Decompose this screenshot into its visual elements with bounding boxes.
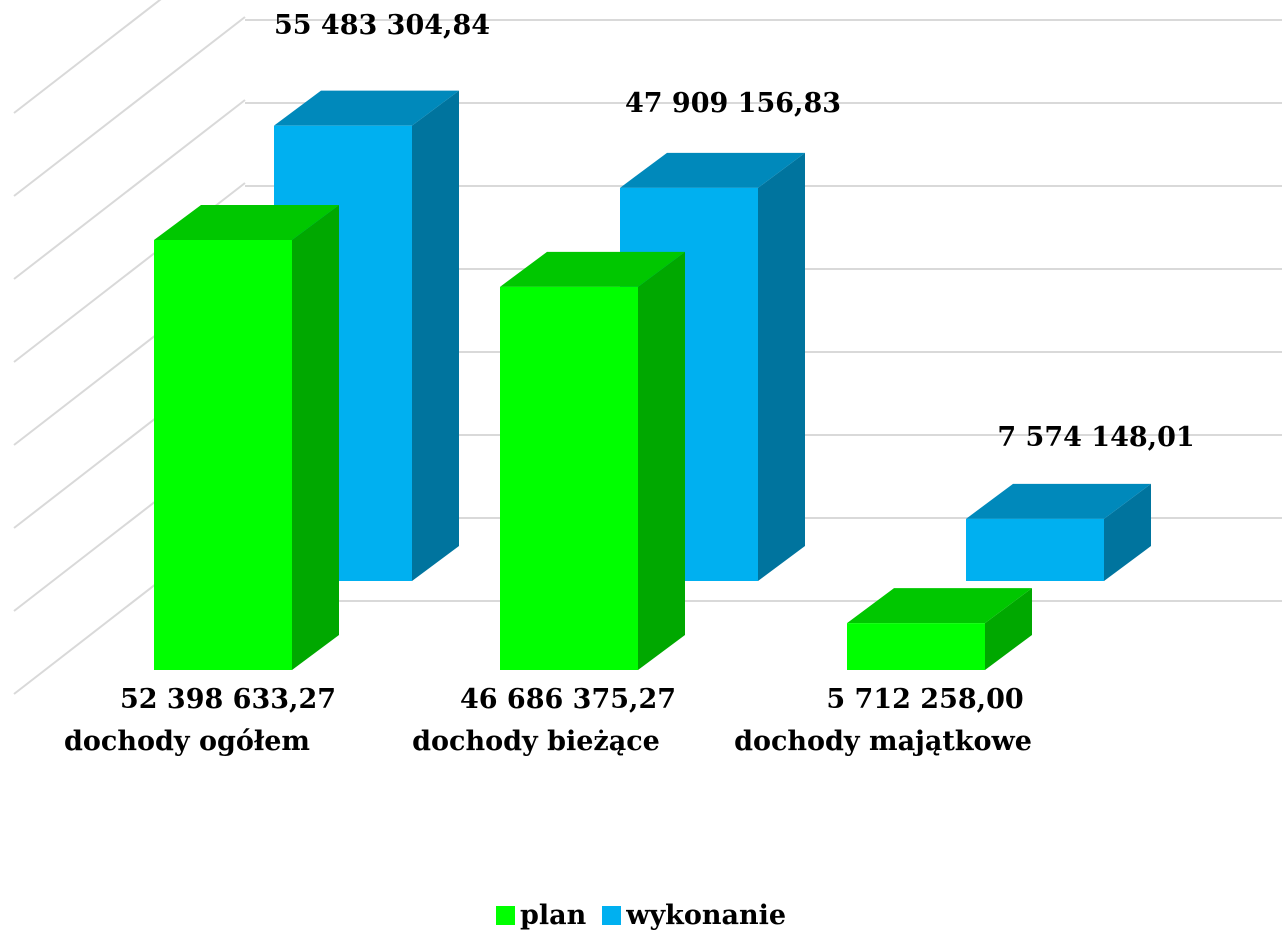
legend-item-plan: plan: [495, 900, 587, 931]
data-label-plan: 5 712 258,00: [826, 684, 1023, 715]
bar-wykonanie-2-side: [1104, 483, 1151, 581]
data-label-wykonanie: 47 909 156,83: [625, 88, 841, 119]
bar-wykonanie-0-top: [274, 90, 459, 126]
bar-plan-1: [500, 251, 685, 670]
bar-plan-2-side: [985, 588, 1032, 670]
legend: plan wykonanie: [0, 900, 1282, 931]
data-label-plan: 46 686 375,27: [460, 684, 676, 715]
category-labels: dochody ogółem dochody bieżące dochody maj…: [64, 726, 1032, 757]
bar-wykonanie-2: [966, 483, 1151, 581]
bar-wykonanie-0: [274, 90, 459, 582]
bar-wykonanie-2-top: [966, 483, 1151, 519]
bar-plan-0-side: [292, 205, 339, 670]
gridline-diagonal: [13, 16, 246, 197]
data-label-wykonanie: 55 483 304,84: [274, 10, 490, 41]
bar-plan-2-top: [847, 588, 1032, 624]
bar-plan-0: [154, 205, 339, 670]
data-labels: 55 483 304,84 47 909 156,83 7 574 148,01 52…: [120, 10, 1195, 715]
gridline-diagonal: [13, 0, 162, 114]
category-label: dochody bieżące: [412, 726, 660, 757]
bar-plan-0-front: [154, 240, 292, 670]
category-label: dochody ogółem: [64, 726, 310, 757]
bar-wykonanie-1-side: [758, 152, 805, 581]
bar-wykonanie-1-top: [620, 152, 805, 188]
legend-label-wykonanie: wykonanie: [626, 900, 787, 931]
bar-plan-0-top: [154, 205, 339, 240]
bars: [154, 90, 1151, 670]
data-label-wykonanie: 7 574 148,01: [997, 422, 1194, 453]
bar-plan-2-front: [847, 623, 985, 670]
bar-plan-1-side: [638, 251, 685, 670]
bar-plan-1-top: [500, 251, 685, 287]
legend-swatch-wykonanie: [602, 906, 622, 925]
bar-wykonanie-0-side: [412, 90, 459, 582]
bar-plan-2: [847, 588, 1032, 670]
legend-item-wykonanie: wykonanie: [602, 900, 786, 931]
category-label: dochody majątkowe: [734, 726, 1032, 757]
bar-wykonanie-2-front: [966, 518, 1104, 581]
gridline-diagonal: [13, 99, 246, 280]
legend-label-plan: plan: [519, 900, 587, 931]
legend-swatch-plan: [495, 906, 515, 925]
data-label-plan: 52 398 633,27: [120, 684, 336, 715]
bar-plan-1-front: [500, 286, 638, 670]
